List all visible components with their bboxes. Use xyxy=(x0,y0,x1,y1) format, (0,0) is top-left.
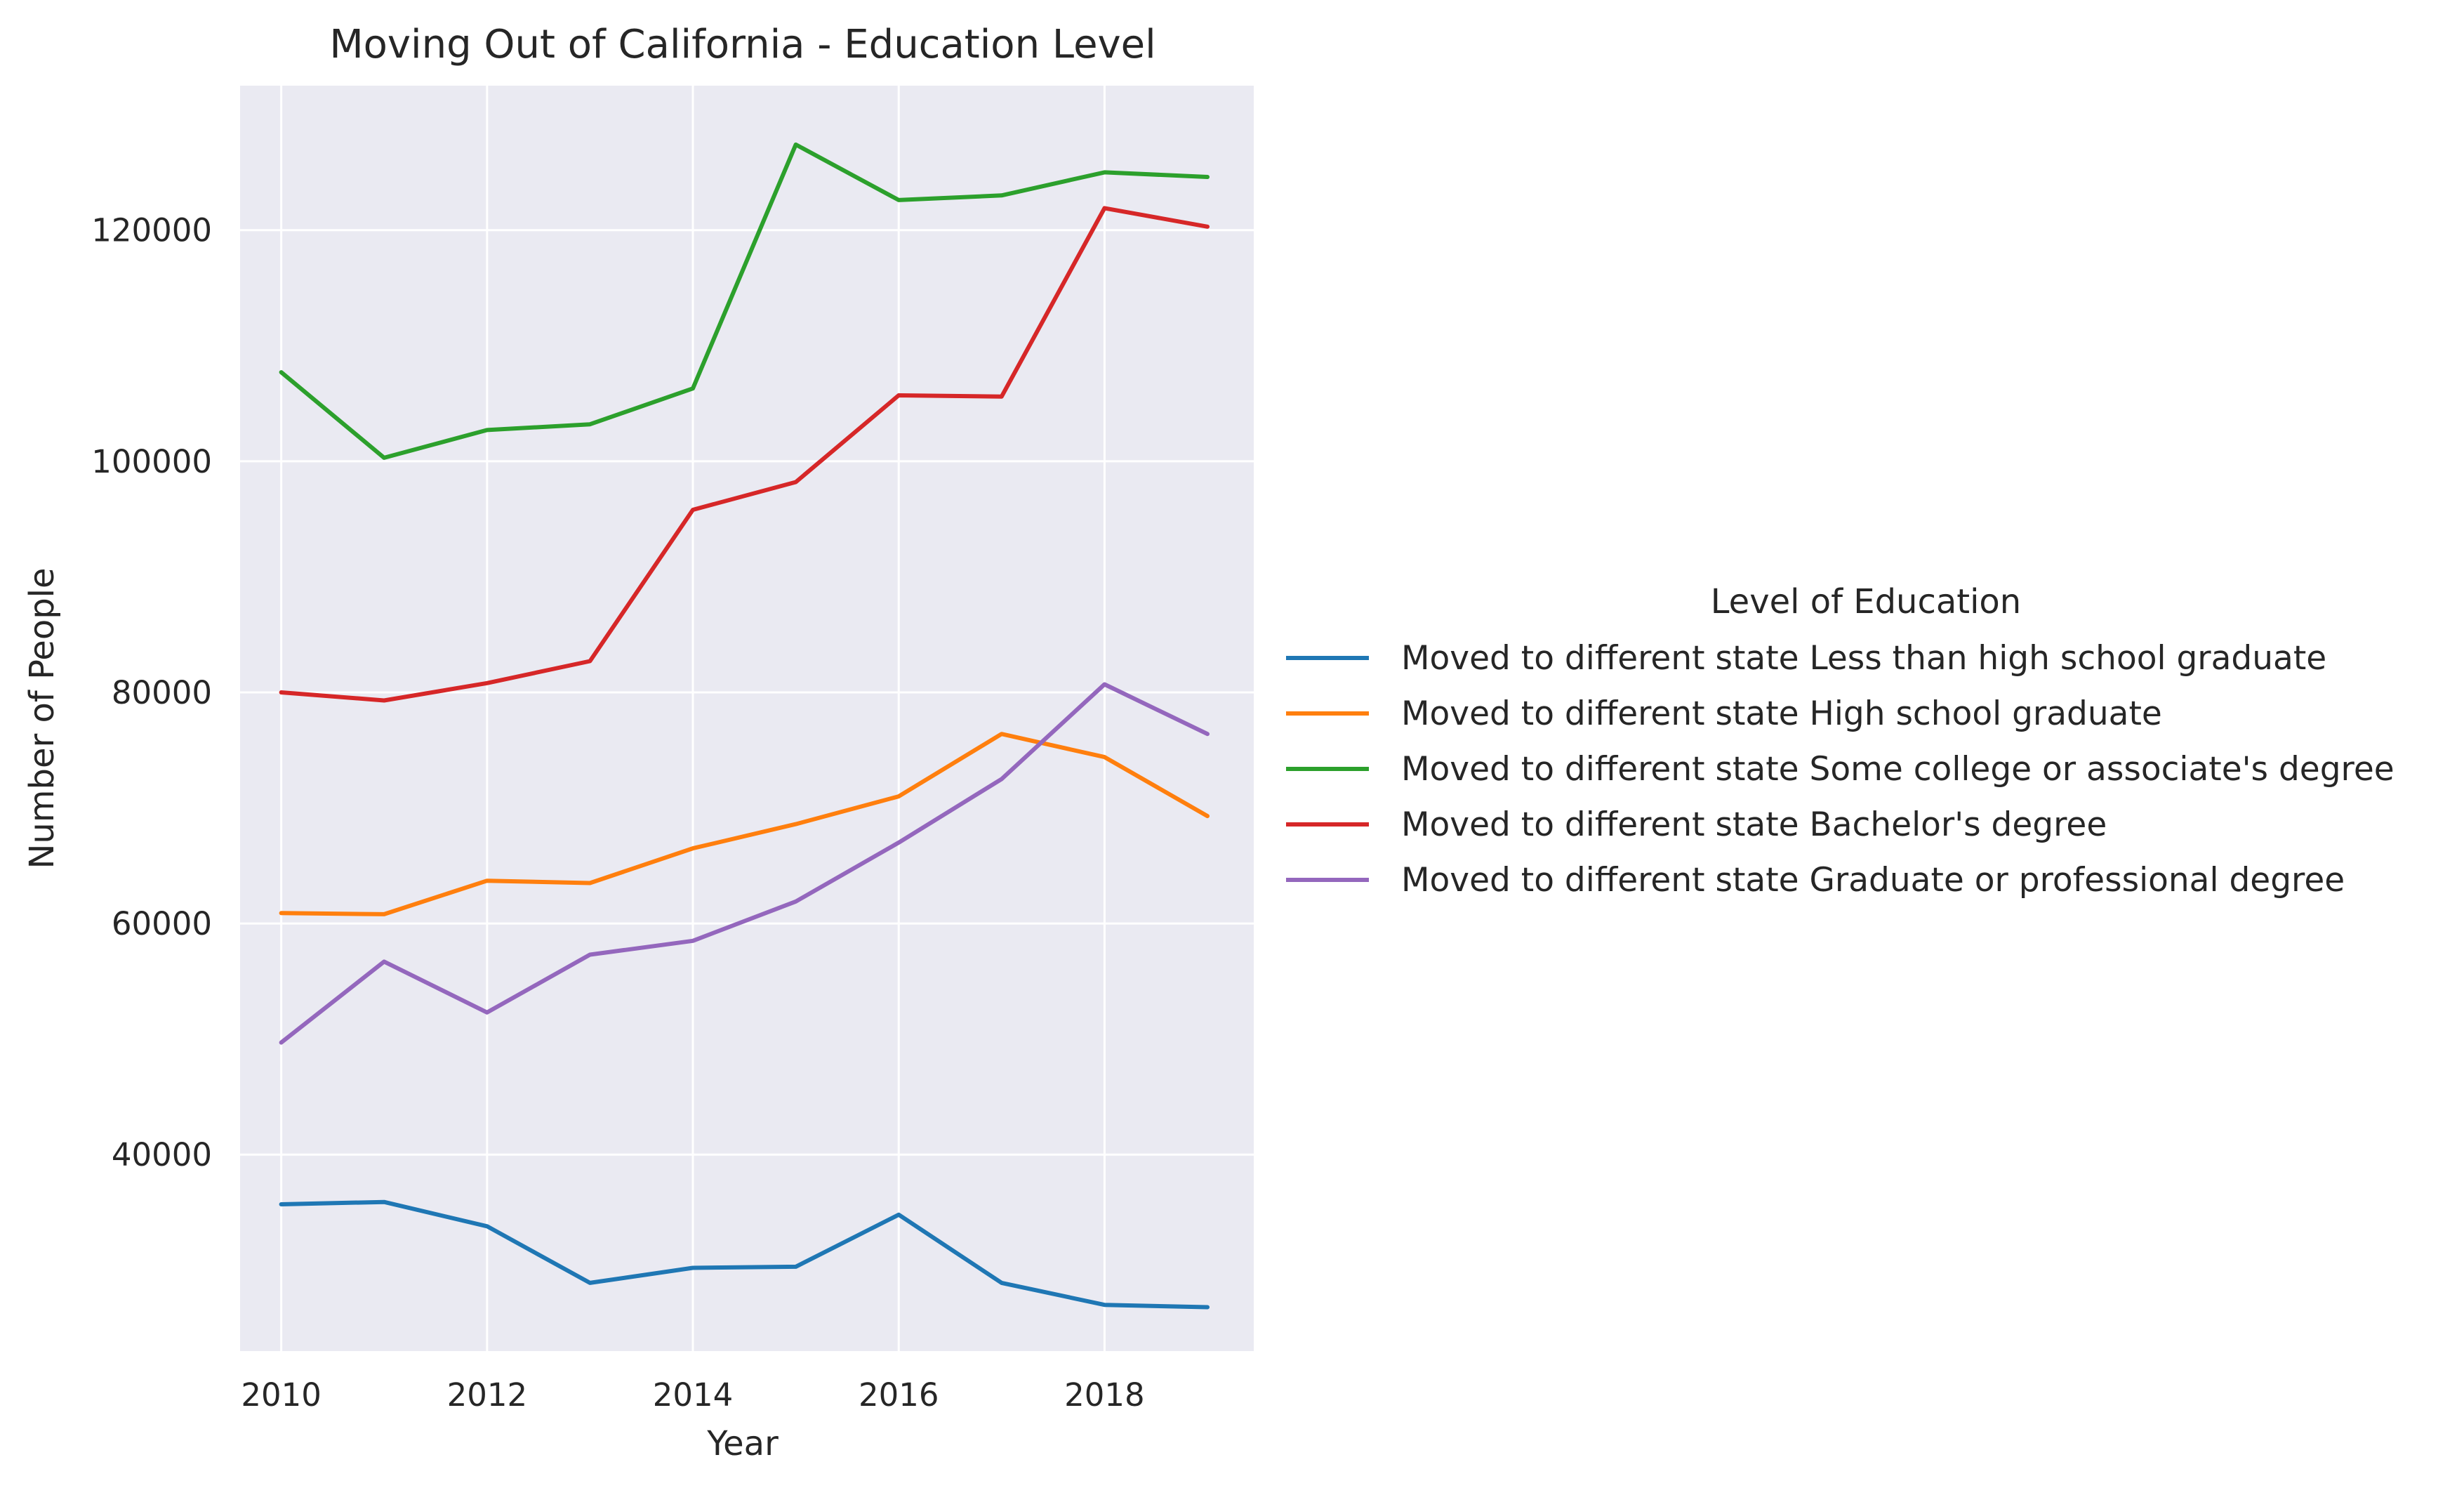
legend-item: Moved to different state Some college or… xyxy=(1286,750,2395,789)
grid-lines xyxy=(240,86,1254,1351)
y-tick-label: 80000 xyxy=(112,674,212,711)
x-axis-label: Year xyxy=(706,1424,779,1463)
y-tick-labels: 40000 60000 80000 100000 120000 xyxy=(91,212,212,1174)
legend-title: Level of Education xyxy=(1711,582,2021,621)
legend-item: Moved to different state Less than high … xyxy=(1286,639,2326,678)
legend-label: Moved to different state High school gra… xyxy=(1401,694,2162,733)
x-tick-labels: 2010 2012 2014 2016 2018 xyxy=(241,1376,1144,1414)
series-line-3 xyxy=(279,142,1210,460)
x-tick-label: 2010 xyxy=(241,1376,322,1414)
x-tick-label: 2014 xyxy=(653,1376,734,1414)
y-tick-label: 100000 xyxy=(91,443,212,480)
series-lines xyxy=(279,142,1210,1310)
x-tick-label: 2016 xyxy=(859,1376,939,1414)
legend-label: Moved to different state Some college or… xyxy=(1401,750,2395,789)
y-tick-label: 60000 xyxy=(112,905,212,942)
series-line-5 xyxy=(279,682,1210,1045)
y-tick-label: 40000 xyxy=(112,1136,212,1173)
y-tick-label: 120000 xyxy=(91,212,212,249)
legend: Level of Education Moved to different st… xyxy=(1286,582,2395,900)
series-line-1 xyxy=(279,1199,1210,1310)
x-tick-label: 2012 xyxy=(447,1376,528,1414)
legend-items: Moved to different state Less than high … xyxy=(1286,639,2395,900)
x-tick-label: 2018 xyxy=(1064,1376,1145,1414)
plot-area xyxy=(240,86,1254,1351)
legend-item: Moved to different state High school gra… xyxy=(1286,694,2162,733)
legend-item: Moved to different state Bachelor's degr… xyxy=(1286,805,2107,844)
legend-item: Moved to different state Graduate or pro… xyxy=(1286,861,2345,900)
legend-label: Moved to different state Bachelor's degr… xyxy=(1401,805,2107,844)
series-line-2 xyxy=(279,732,1210,916)
chart-title: Moving Out of California - Education Lev… xyxy=(329,22,1155,67)
legend-label: Moved to different state Less than high … xyxy=(1401,639,2326,678)
legend-label: Moved to different state Graduate or pro… xyxy=(1401,861,2345,900)
series-line-4 xyxy=(279,206,1210,703)
y-axis-label: Number of People xyxy=(22,567,62,869)
